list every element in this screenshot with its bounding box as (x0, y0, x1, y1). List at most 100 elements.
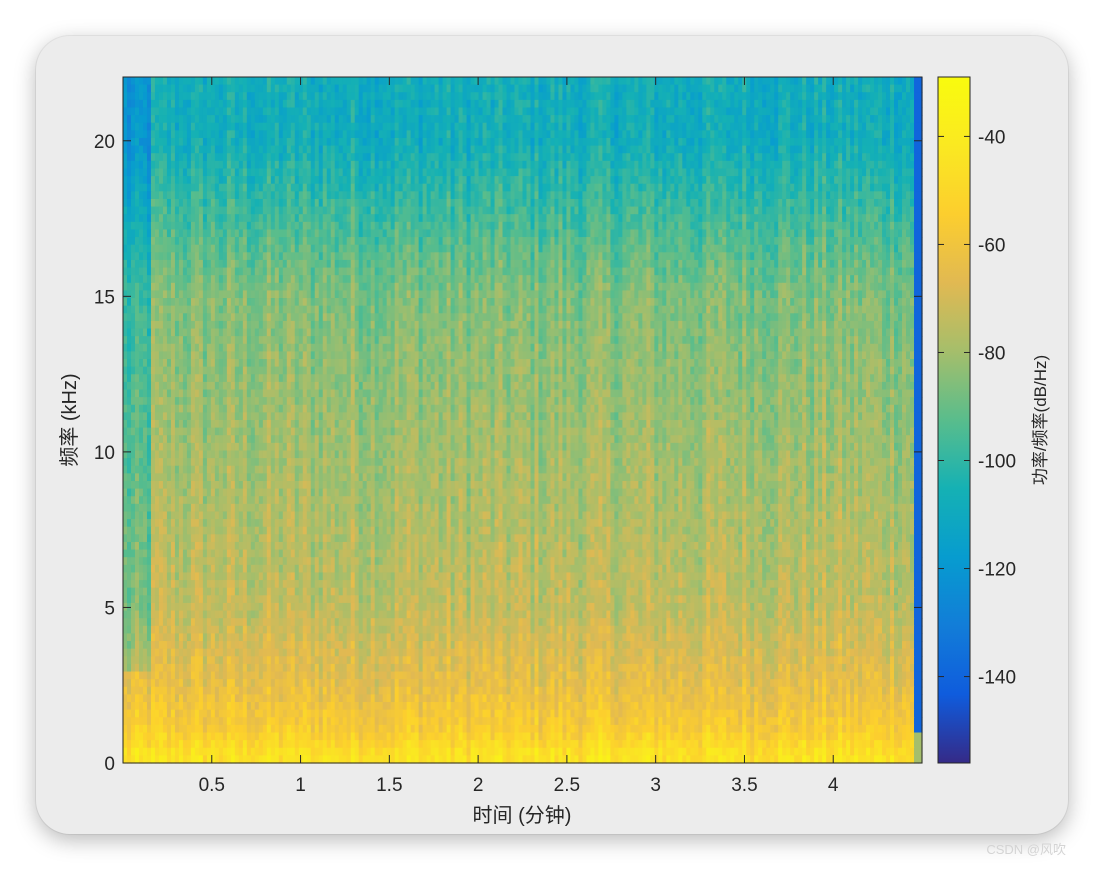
spectrogram-cell (486, 183, 492, 192)
spectrogram-cell (142, 259, 148, 269)
spectrogram-cell (794, 145, 799, 154)
spectrogram-cell (138, 176, 144, 185)
spectrogram-cell (594, 221, 599, 231)
spectrogram-cell (626, 122, 631, 131)
spectrogram-cell (286, 244, 292, 253)
spectrogram-cell (630, 237, 635, 246)
spectrogram-cell (842, 153, 847, 162)
spectrogram-cell (370, 122, 376, 131)
spectrogram-cell (434, 84, 440, 93)
spectrogram-cell (830, 176, 835, 185)
spectrogram-cell (750, 252, 755, 261)
spectrogram-cell (490, 77, 496, 86)
spectrogram-cell (478, 122, 484, 131)
spectrogram-cell (538, 206, 544, 215)
spectrogram-cell (342, 229, 348, 238)
spectrogram-cell (198, 252, 204, 261)
spectrogram-cell (466, 145, 472, 154)
spectrogram-cell (522, 130, 528, 139)
spectrogram-cell (486, 107, 492, 116)
spectrogram-cell (730, 92, 735, 101)
spectrogram-cell (262, 122, 268, 131)
spectrogram-cell (522, 244, 528, 253)
spectrogram-cell (170, 183, 176, 192)
spectrogram-cell (650, 252, 655, 261)
spectrogram-cell (254, 198, 260, 208)
spectrogram-cell (498, 244, 504, 253)
spectrogram-cell (334, 115, 340, 124)
spectrogram-cell (738, 206, 743, 215)
spectrogram-cell (890, 168, 895, 177)
spectrogram-cell (678, 191, 683, 200)
spectrogram-cell (146, 252, 152, 261)
spectrogram-cell (530, 168, 536, 177)
spectrogram-cell (410, 183, 416, 192)
spectrogram-cell (254, 122, 260, 131)
spectrogram-cell (258, 214, 264, 223)
spectrogram-cell (142, 92, 148, 101)
spectrogram-cell (190, 221, 196, 231)
spectrogram-cell (430, 137, 436, 147)
spectrogram-cell (742, 229, 747, 238)
spectrogram-cell (202, 160, 208, 170)
spectrogram-cell (730, 244, 735, 253)
spectrogram-cell (586, 122, 592, 131)
spectrogram-cell (558, 145, 564, 154)
spectrogram-cell (246, 84, 252, 93)
spectrogram-cell (390, 214, 396, 223)
spectrogram-cell (326, 244, 332, 253)
spectrogram-cell (874, 237, 879, 246)
spectrogram-cell (510, 84, 516, 93)
spectrogram-cell (894, 214, 899, 223)
spectrogram-cell (398, 221, 404, 231)
spectrogram-cell (878, 191, 883, 200)
spectrogram-cell (330, 191, 336, 200)
spectrogram-cell (602, 206, 607, 215)
spectrogram-cell (754, 145, 759, 154)
spectrogram-cell (794, 153, 799, 162)
spectrogram-cell (382, 176, 388, 185)
spectrogram-cell (726, 107, 731, 116)
spectrogram-cell (886, 206, 891, 215)
spectrogram-cell (366, 99, 372, 109)
spectrogram-cell (174, 198, 180, 208)
spectrogram-cell (294, 84, 300, 93)
spectrogram-cell (382, 244, 388, 253)
spectrogram-cell (466, 259, 472, 269)
spectrogram-cell (894, 92, 899, 101)
spectrogram-cell (127, 137, 132, 147)
spectrogram-cell (502, 77, 508, 86)
spectrogram-cell (358, 137, 364, 147)
spectrogram-cell (610, 229, 615, 238)
spectrogram-cell (438, 122, 444, 131)
spectrogram-cell (250, 77, 256, 86)
spectrogram-cell (450, 99, 456, 109)
spectrogram-cell (174, 77, 180, 86)
spectrogram-cell (154, 191, 160, 200)
spectrogram-cell (902, 191, 907, 200)
spectrogram-cell (250, 183, 256, 192)
spectrogram-cell (906, 176, 911, 185)
spectrogram-cell (862, 214, 867, 223)
spectrogram-cell (150, 252, 156, 261)
spectrogram-cell (634, 145, 639, 154)
spectrogram-cell (810, 191, 815, 200)
spectrogram-cell (354, 115, 360, 124)
spectrogram-cell (506, 259, 512, 269)
spectrogram-cell (526, 244, 532, 253)
spectrogram-cell (194, 244, 200, 253)
spectrogram-cell (586, 153, 592, 162)
spectrogram-cell (238, 99, 244, 109)
spectrogram-cell (170, 77, 176, 86)
spectrogram-cell (166, 206, 172, 215)
spectrogram-cell (550, 176, 556, 185)
spectrogram-cell (758, 99, 763, 109)
spectrogram-cell (282, 160, 288, 170)
spectrogram-cell (374, 229, 380, 238)
spectrogram-cell (486, 229, 492, 238)
spectrogram-cell (430, 122, 436, 131)
spectrogram-cell (482, 160, 488, 170)
spectrogram-cell (422, 221, 428, 231)
spectrogram-cell (706, 244, 711, 253)
spectrogram-cell (686, 107, 691, 116)
